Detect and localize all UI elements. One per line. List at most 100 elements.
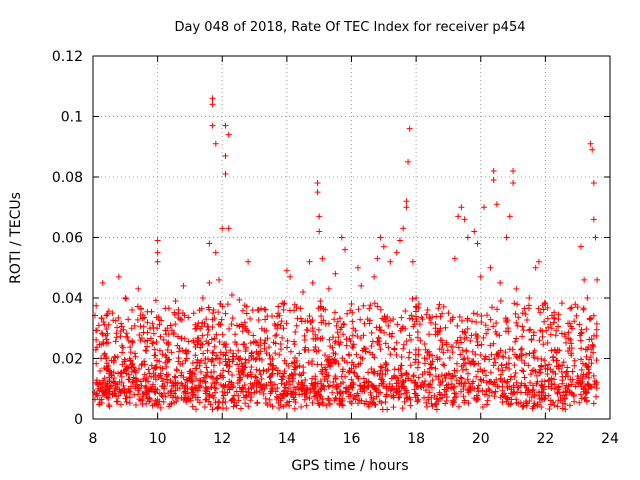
roti-point-background	[242, 400, 249, 407]
roti-point-background	[123, 398, 130, 405]
roti-point-background	[368, 365, 375, 372]
roti-point-background	[239, 384, 246, 391]
roti-point-background	[512, 370, 519, 377]
roti-point-background	[192, 352, 199, 359]
roti-point-background	[515, 384, 522, 391]
roti-point-background	[312, 343, 319, 350]
roti-point-background	[281, 300, 288, 307]
roti-point-background	[287, 381, 294, 388]
roti-point-background	[103, 326, 110, 333]
roti-point	[354, 264, 361, 271]
roti-point-background	[291, 405, 298, 412]
roti-point-background	[423, 399, 430, 406]
roti-point-background	[474, 385, 481, 392]
grid	[93, 56, 610, 419]
roti-point-background	[401, 390, 408, 397]
roti-point-background	[279, 334, 286, 341]
roti-point-background	[344, 310, 351, 317]
roti-point-background	[297, 305, 304, 312]
roti-point-background	[490, 381, 497, 388]
roti-point-background	[294, 315, 301, 322]
roti-point-background	[316, 392, 323, 399]
roti-point-background	[211, 335, 218, 342]
roti-point-background	[442, 375, 449, 382]
roti-point	[261, 340, 268, 347]
roti-point-background	[564, 320, 571, 327]
roti-point	[141, 361, 148, 368]
roti-point	[115, 273, 122, 280]
roti-point-background	[337, 326, 344, 333]
roti-point-background	[155, 401, 162, 408]
roti-point-background	[134, 303, 141, 310]
roti-point-background	[187, 376, 194, 383]
roti-point-background	[196, 377, 203, 384]
roti-point-background	[519, 323, 526, 330]
roti-point-background	[95, 385, 102, 392]
roti-point	[590, 216, 597, 223]
roti-point	[503, 234, 510, 241]
roti-point-background	[374, 303, 381, 310]
roti-point	[274, 325, 281, 332]
roti-point-background	[168, 349, 175, 356]
roti-point	[587, 140, 594, 147]
roti-point-background	[320, 306, 327, 313]
roti-point-background	[333, 384, 340, 391]
roti-point-background	[121, 358, 128, 365]
roti-point	[396, 237, 403, 244]
roti-point-background	[400, 323, 407, 330]
roti-point-background	[398, 362, 405, 369]
roti-point-background	[131, 350, 138, 357]
roti-point-background	[164, 347, 171, 354]
roti-point	[183, 355, 190, 362]
roti-point-background	[292, 363, 299, 370]
roti-point-background	[105, 395, 112, 402]
roti-point-background	[488, 389, 495, 396]
roti-point-background	[571, 362, 578, 369]
roti-point-background	[486, 378, 493, 385]
roti-point-background	[197, 344, 204, 351]
roti-point-background	[414, 364, 421, 371]
roti-point-background	[312, 390, 319, 397]
roti-point-background	[447, 375, 454, 382]
roti-point-background	[492, 359, 499, 366]
roti-point	[212, 249, 219, 256]
x-tick-label: 12	[213, 431, 231, 447]
roti-point	[589, 146, 596, 153]
roti-point	[209, 95, 216, 102]
roti-point	[217, 301, 224, 308]
roti-point	[306, 258, 313, 265]
y-tick-label: 0	[74, 412, 83, 428]
roti-point	[186, 370, 193, 377]
roti-point-background	[222, 399, 229, 406]
roti-point-background	[577, 391, 584, 398]
roti-point-background	[277, 401, 284, 408]
roti-point-background	[254, 399, 261, 406]
roti-point-background	[347, 307, 354, 314]
roti-point-background	[201, 403, 208, 410]
roti-point-background	[408, 312, 415, 319]
roti-point-background	[590, 372, 597, 379]
roti-point	[471, 228, 478, 235]
roti-point-background	[356, 382, 363, 389]
roti-point-background	[296, 350, 303, 357]
x-tick-label: 20	[472, 431, 490, 447]
roti-point	[438, 337, 445, 344]
roti-point-background	[533, 380, 540, 387]
roti-point-background	[449, 314, 456, 321]
roti-point	[125, 376, 132, 383]
roti-point-background	[320, 382, 327, 389]
roti-point-background	[154, 325, 161, 332]
roti-point-background	[398, 372, 405, 379]
roti-point-background	[470, 310, 477, 317]
roti-point-background	[335, 360, 342, 367]
y-tick-label: 0.08	[52, 170, 83, 186]
roti-point	[106, 370, 113, 377]
roti-point-background	[129, 378, 136, 385]
roti-point-background	[160, 398, 167, 405]
roti-point-background	[204, 347, 211, 354]
roti-point-background	[511, 300, 518, 307]
roti-point-background	[172, 297, 179, 304]
roti-point-background	[129, 306, 136, 313]
roti-point-background	[93, 302, 100, 309]
roti-point-background	[464, 325, 471, 332]
